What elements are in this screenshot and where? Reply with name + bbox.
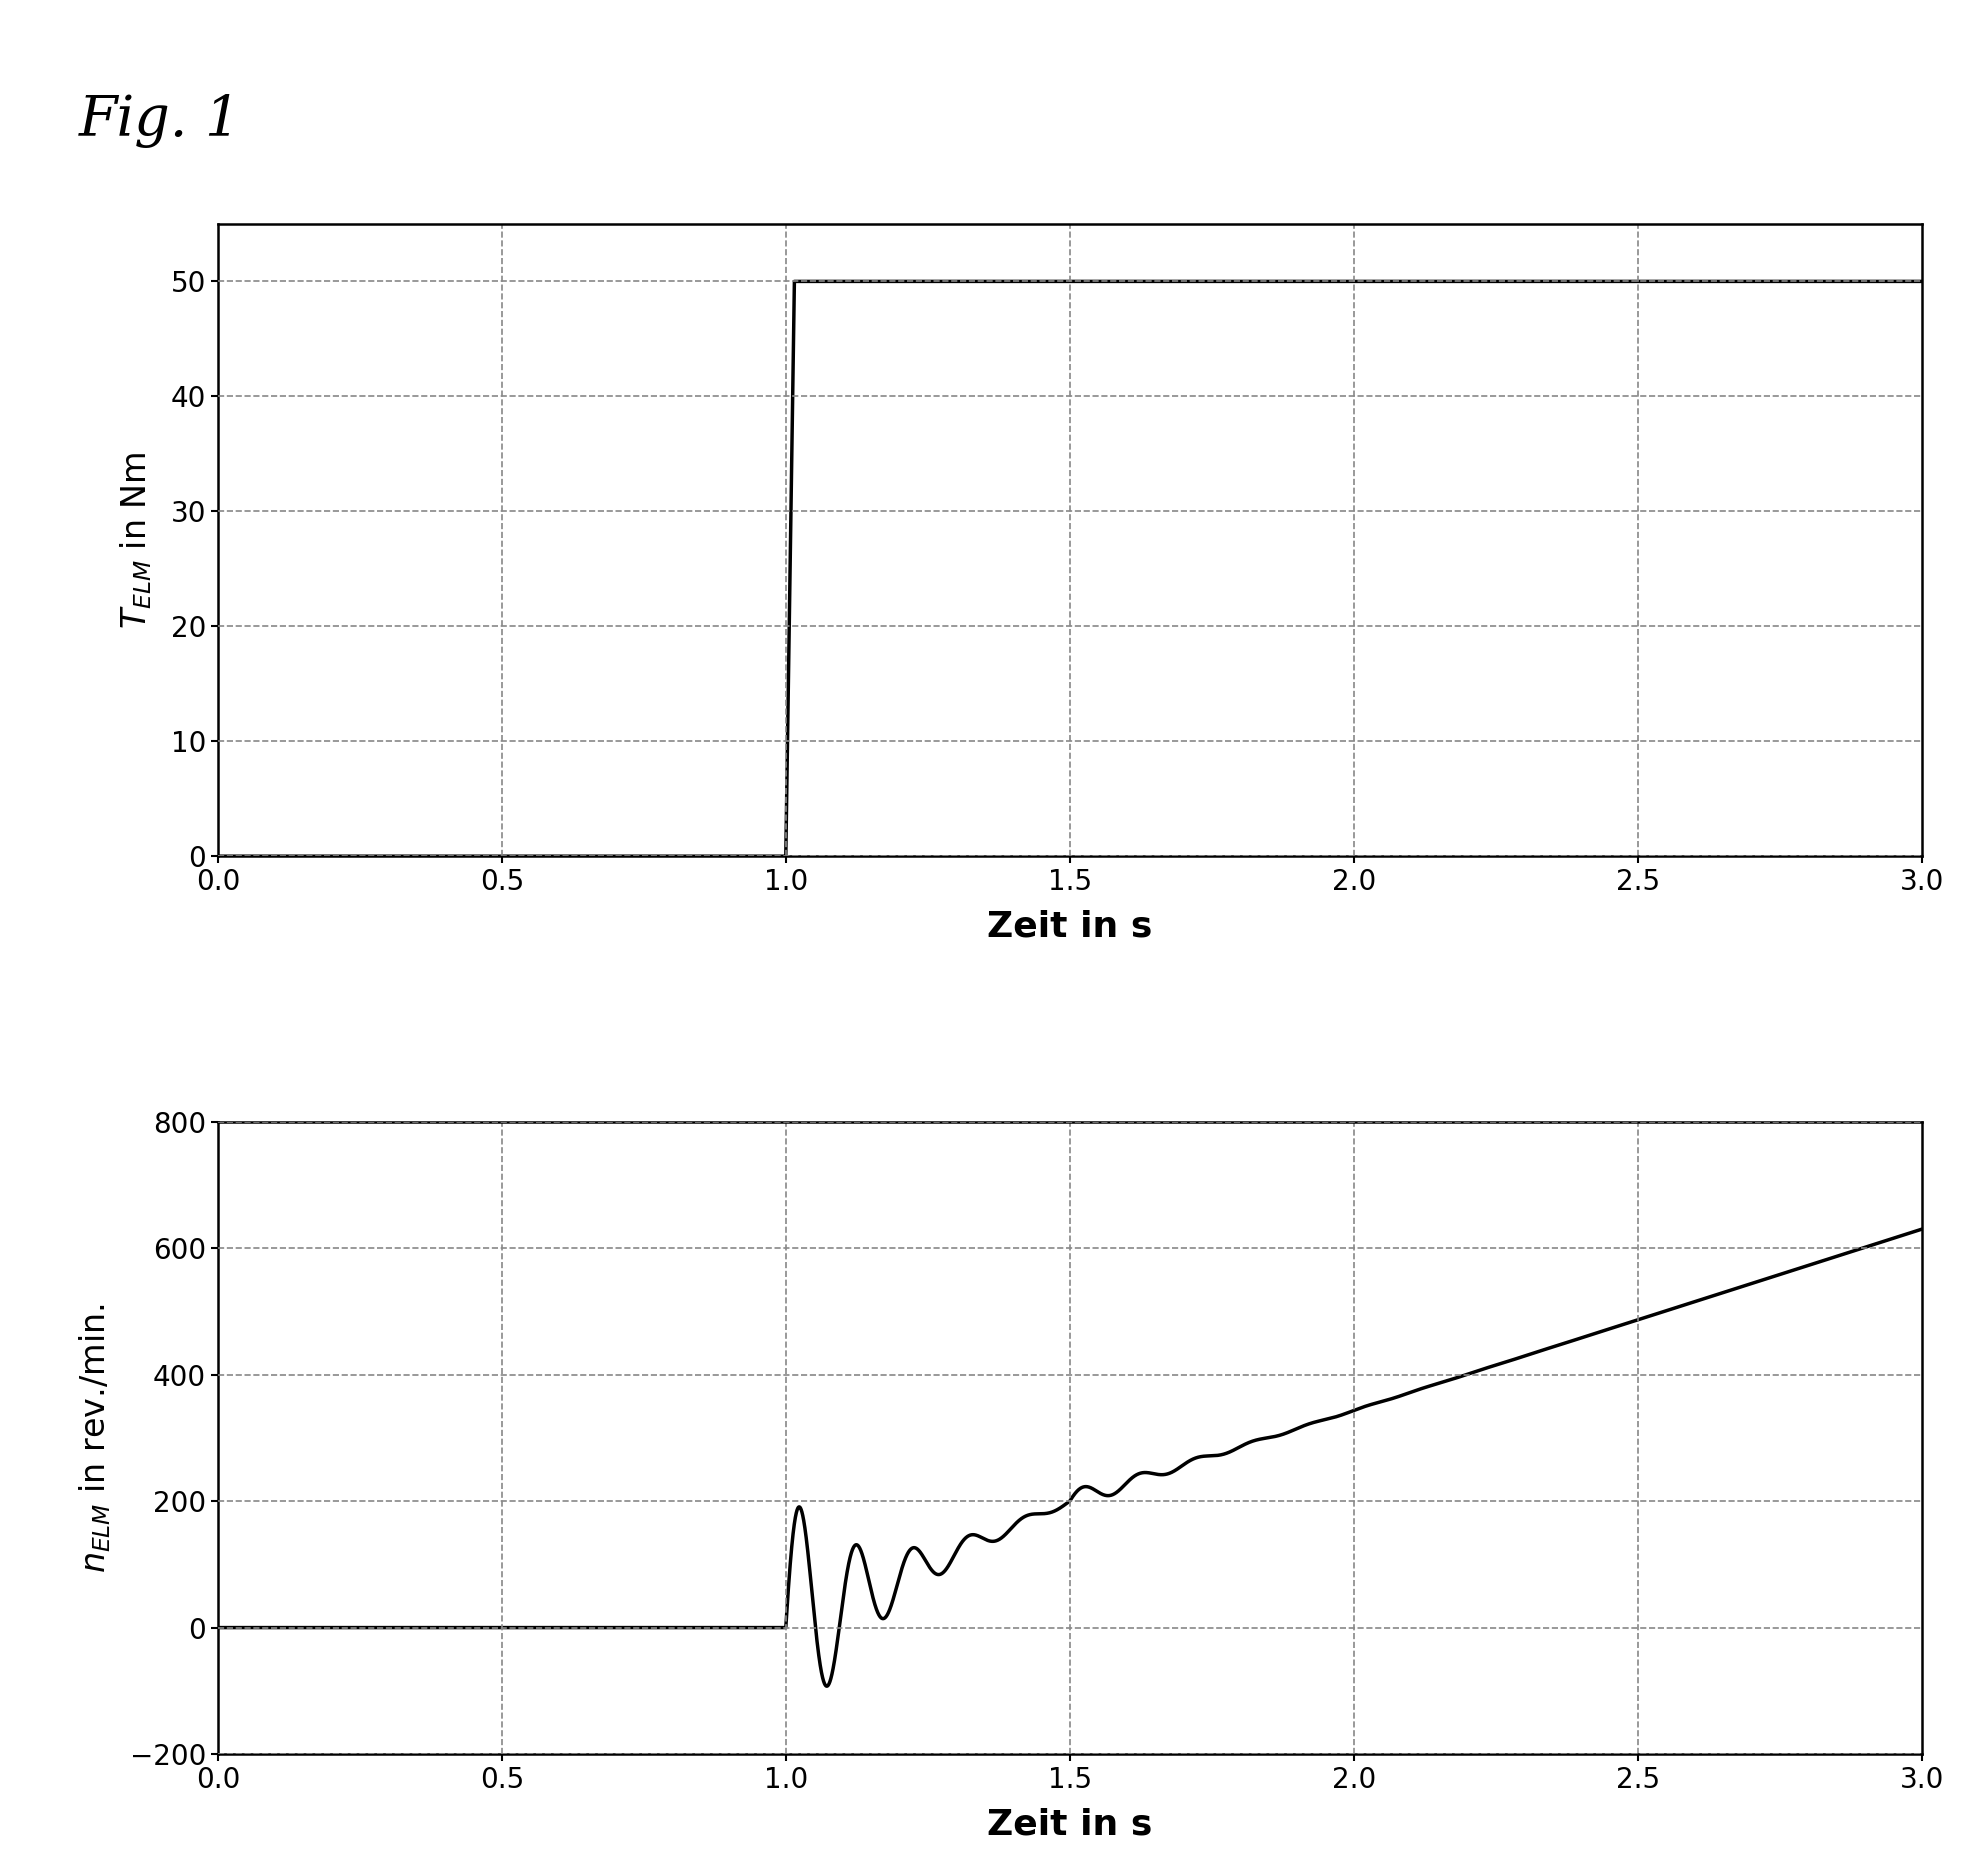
Y-axis label: $T_{ELM}$ in Nm: $T_{ELM}$ in Nm <box>119 452 154 629</box>
Y-axis label: $n_{ELM}$ in rev./min.: $n_{ELM}$ in rev./min. <box>77 1302 113 1573</box>
X-axis label: Zeit in s: Zeit in s <box>986 1808 1152 1842</box>
Text: Fig. 1: Fig. 1 <box>79 93 242 147</box>
X-axis label: Zeit in s: Zeit in s <box>986 911 1152 944</box>
